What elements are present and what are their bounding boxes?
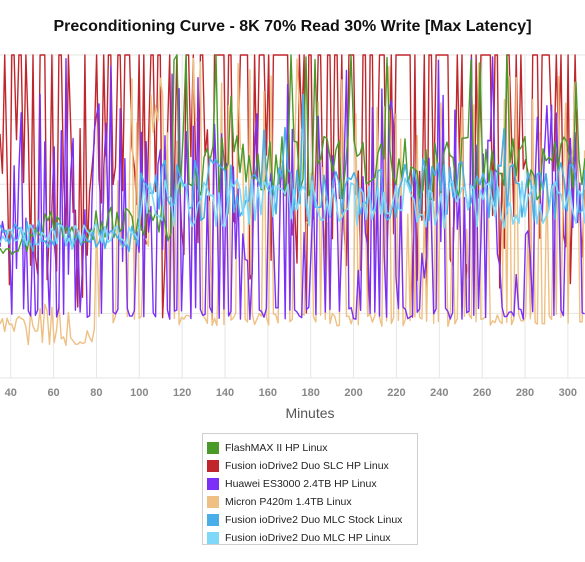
legend-item: FlashMAX II HP Linux bbox=[207, 439, 417, 457]
x-tick-label: 100 bbox=[130, 387, 148, 399]
series-layer bbox=[0, 54, 585, 347]
x-tick-label: 280 bbox=[516, 387, 534, 399]
x-tick-label: 260 bbox=[473, 387, 491, 399]
series-line-fusion-iodrive2-duo-mlc-stock-linux bbox=[0, 93, 585, 253]
legend-label: Fusion ioDrive2 Duo SLC HP Linux bbox=[225, 460, 389, 472]
legend-swatch bbox=[207, 532, 219, 544]
x-tick-label: 40 bbox=[5, 387, 17, 399]
x-tick-label: 240 bbox=[430, 387, 448, 399]
legend: FlashMAX II HP Linux Fusion ioDrive2 Duo … bbox=[202, 433, 418, 545]
legend-item: Fusion ioDrive2 Duo MLC HP Linux bbox=[207, 529, 417, 547]
legend-label: Huawei ES3000 2.4TB HP Linux bbox=[225, 478, 377, 490]
legend-item: Fusion ioDrive2 Duo MLC Stock Linux bbox=[207, 511, 417, 529]
legend-swatch bbox=[207, 514, 219, 526]
x-tick-label: 200 bbox=[344, 387, 362, 399]
series-line-fusion-iodrive2-duo-mlc-hp-linux bbox=[0, 177, 585, 250]
x-tick-label: 180 bbox=[302, 387, 320, 399]
x-tick-label: 160 bbox=[259, 387, 277, 399]
x-tick-label: 120 bbox=[173, 387, 191, 399]
legend-swatch bbox=[207, 478, 219, 490]
legend-label: Fusion ioDrive2 Duo MLC HP Linux bbox=[225, 532, 391, 544]
legend-item: Huawei ES3000 2.4TB HP Linux bbox=[207, 475, 417, 493]
legend-item: Micron P420m 1.4TB Linux bbox=[207, 493, 417, 511]
x-tick-labels: 40 60 80 100 120 140 160 180 200 220 240 260 280 300 bbox=[5, 387, 577, 399]
legend-swatch bbox=[207, 442, 219, 454]
series-line-fusion-iodrive2-duo-slc-hp-linux bbox=[0, 54, 585, 321]
legend-item: Fusion ioDrive2 Duo SLC HP Linux bbox=[207, 457, 417, 475]
legend-label: FlashMAX II HP Linux bbox=[225, 442, 328, 454]
legend-label: Fusion ioDrive2 Duo MLC Stock Linux bbox=[225, 514, 403, 526]
series-line-flashmax-ii-hp-linux bbox=[0, 54, 585, 256]
x-tick-label: 80 bbox=[90, 387, 102, 399]
legend-label: Micron P420m 1.4TB Linux bbox=[225, 496, 352, 508]
chart-title: Preconditioning Curve - 8K 70% Read 30% … bbox=[53, 18, 532, 35]
x-tick-label: 140 bbox=[216, 387, 234, 399]
legend-swatch bbox=[207, 460, 219, 472]
chart-plot: 40 60 80 100 120 140 160 180 200 220 240 260 280 300 … bbox=[0, 54, 585, 421]
x-tick-label: 300 bbox=[559, 387, 577, 399]
x-axis-title: Minutes bbox=[285, 405, 334, 421]
x-tick-label: 60 bbox=[47, 387, 59, 399]
legend-swatch bbox=[207, 496, 219, 508]
x-tick-label: 220 bbox=[387, 387, 405, 399]
